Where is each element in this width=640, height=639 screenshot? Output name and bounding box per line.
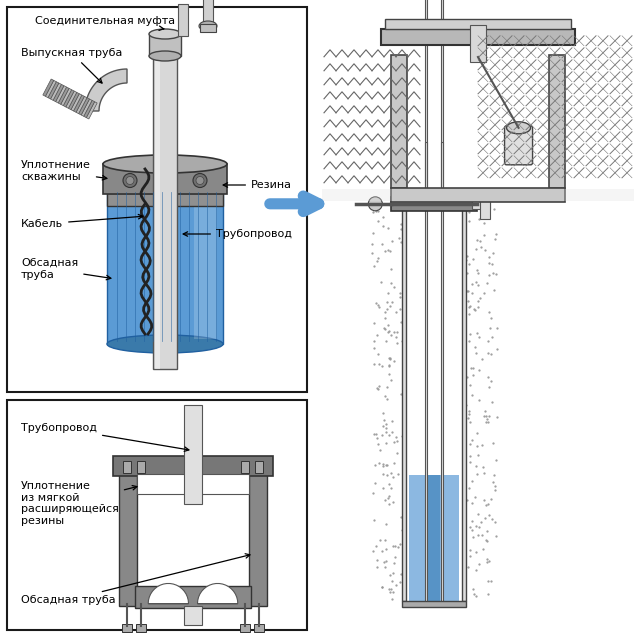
Polygon shape <box>66 91 77 109</box>
FancyBboxPatch shape <box>442 0 444 606</box>
Polygon shape <box>84 100 95 118</box>
Circle shape <box>369 197 382 211</box>
FancyBboxPatch shape <box>203 0 213 24</box>
Polygon shape <box>71 94 82 111</box>
FancyBboxPatch shape <box>103 164 227 194</box>
FancyBboxPatch shape <box>255 461 263 473</box>
Polygon shape <box>43 79 54 96</box>
FancyBboxPatch shape <box>442 142 444 197</box>
Circle shape <box>193 174 207 187</box>
Text: Трубопровод: Трубопровод <box>183 229 292 239</box>
FancyBboxPatch shape <box>155 34 160 369</box>
Text: Обсадная
труба: Обсадная труба <box>21 258 111 280</box>
Ellipse shape <box>107 335 223 353</box>
Text: Резина: Резина <box>223 180 292 190</box>
Text: Выпускная труба: Выпускная труба <box>21 48 122 83</box>
FancyBboxPatch shape <box>194 194 217 339</box>
FancyBboxPatch shape <box>122 624 132 631</box>
FancyBboxPatch shape <box>137 461 145 473</box>
FancyBboxPatch shape <box>504 126 532 165</box>
FancyBboxPatch shape <box>249 458 267 606</box>
FancyBboxPatch shape <box>428 475 440 601</box>
FancyBboxPatch shape <box>403 208 406 601</box>
FancyBboxPatch shape <box>462 208 467 601</box>
Circle shape <box>196 176 204 185</box>
FancyBboxPatch shape <box>322 189 634 201</box>
Circle shape <box>126 176 134 185</box>
FancyBboxPatch shape <box>137 473 249 493</box>
Ellipse shape <box>149 29 181 39</box>
FancyBboxPatch shape <box>119 458 137 606</box>
Text: Кабель: Кабель <box>21 215 143 229</box>
FancyBboxPatch shape <box>7 400 307 630</box>
FancyBboxPatch shape <box>410 475 460 601</box>
Polygon shape <box>61 88 72 105</box>
FancyBboxPatch shape <box>184 405 202 504</box>
Polygon shape <box>63 89 74 107</box>
FancyBboxPatch shape <box>385 19 572 29</box>
Ellipse shape <box>199 21 217 31</box>
FancyBboxPatch shape <box>153 34 177 369</box>
Polygon shape <box>53 84 64 102</box>
Circle shape <box>123 174 137 187</box>
Polygon shape <box>68 93 79 110</box>
FancyBboxPatch shape <box>136 624 146 631</box>
FancyBboxPatch shape <box>107 193 223 206</box>
FancyBboxPatch shape <box>470 25 486 62</box>
FancyBboxPatch shape <box>123 461 131 473</box>
FancyBboxPatch shape <box>381 29 575 45</box>
FancyBboxPatch shape <box>426 142 428 197</box>
Polygon shape <box>85 69 127 111</box>
FancyBboxPatch shape <box>149 34 181 56</box>
Polygon shape <box>79 98 90 115</box>
FancyBboxPatch shape <box>426 0 428 606</box>
Polygon shape <box>58 87 69 104</box>
Ellipse shape <box>149 51 181 61</box>
Text: Вентиляционное
отверстие: Вентиляционное отверстие <box>0 638 1 639</box>
FancyBboxPatch shape <box>200 24 216 32</box>
FancyBboxPatch shape <box>391 197 477 211</box>
FancyBboxPatch shape <box>7 7 307 392</box>
Text: Трубопровод: Трубопровод <box>21 423 189 451</box>
Polygon shape <box>76 96 87 114</box>
FancyBboxPatch shape <box>113 456 273 475</box>
Text: Уплотнение
скважины: Уплотнение скважины <box>21 160 107 182</box>
Polygon shape <box>48 82 59 99</box>
Polygon shape <box>74 95 84 112</box>
Text: Уплотнение
из мягкой
расширяющейся
резины: Уплотнение из мягкой расширяющейся резин… <box>21 481 137 526</box>
Text: Соединительная муфта: Соединительная муфта <box>35 16 175 31</box>
FancyBboxPatch shape <box>472 199 490 209</box>
FancyBboxPatch shape <box>390 188 565 202</box>
FancyBboxPatch shape <box>184 606 202 625</box>
Ellipse shape <box>507 122 531 134</box>
FancyBboxPatch shape <box>135 585 251 608</box>
Polygon shape <box>198 583 238 604</box>
Polygon shape <box>86 102 97 119</box>
FancyBboxPatch shape <box>254 624 264 631</box>
FancyBboxPatch shape <box>178 4 188 36</box>
Text: Обсадная труба: Обсадная труба <box>21 554 250 605</box>
FancyBboxPatch shape <box>241 461 249 473</box>
Ellipse shape <box>107 178 223 200</box>
FancyBboxPatch shape <box>403 601 467 607</box>
FancyBboxPatch shape <box>549 55 565 188</box>
Polygon shape <box>45 81 56 98</box>
FancyBboxPatch shape <box>390 55 406 188</box>
Polygon shape <box>51 83 61 100</box>
Ellipse shape <box>103 155 227 173</box>
Polygon shape <box>56 86 67 103</box>
FancyBboxPatch shape <box>322 5 634 631</box>
Polygon shape <box>107 189 223 344</box>
Polygon shape <box>81 99 92 116</box>
FancyBboxPatch shape <box>240 624 250 631</box>
FancyBboxPatch shape <box>481 189 490 219</box>
Polygon shape <box>148 583 189 604</box>
